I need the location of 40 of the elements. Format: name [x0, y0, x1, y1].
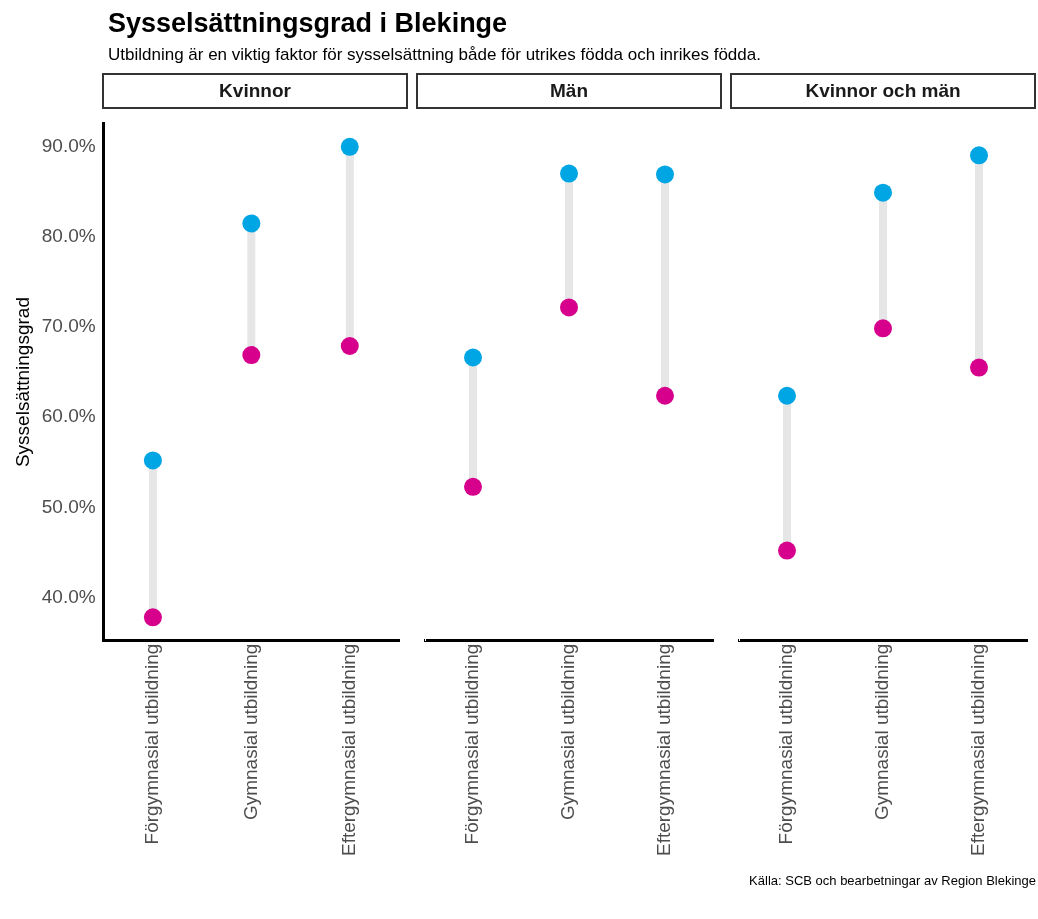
y-tick-label: 70.0% [41, 315, 96, 337]
x-tick-label: Gymnasial utbildning [557, 643, 579, 821]
text: Källa: SCB och bearbetningar av Region Blekinge [749, 873, 1036, 888]
point [656, 386, 674, 405]
point [874, 319, 892, 338]
y-tick-label: 40.0% [41, 585, 96, 607]
x-tick-label: Gymnasial utbildning [871, 643, 893, 821]
point [874, 183, 892, 202]
x-tick-label: Förgymnasial utbildning [775, 643, 797, 845]
point [560, 164, 578, 183]
point [778, 541, 796, 560]
point [970, 146, 988, 165]
point [970, 358, 988, 377]
y-tick-label: 90.0% [41, 135, 96, 157]
y-tick-label: 80.0% [41, 225, 96, 247]
point [656, 165, 674, 184]
point [560, 298, 578, 317]
chart-title: Män [416, 73, 722, 109]
point [778, 386, 796, 405]
x-tick-label: Eftergymnasial utbildning [653, 643, 675, 857]
point [242, 346, 261, 365]
x-tick-label: Gymnasial utbildning [239, 643, 261, 821]
x-tick-label: Eftergymnasial utbildning [338, 643, 360, 857]
x-tick-label: Eftergymnasial utbildning [967, 643, 989, 857]
x-tick-label: Förgymnasial utbildning [461, 643, 483, 845]
point [340, 337, 359, 356]
y-tick-label: 50.0% [41, 495, 96, 517]
point [464, 348, 482, 367]
y-tick-label: 60.0% [41, 405, 96, 427]
point [242, 214, 261, 233]
chart-title: Kvinnor [102, 73, 408, 109]
point [464, 477, 482, 496]
point [143, 451, 162, 470]
x-tick-label: Förgymnasial utbildning [141, 643, 163, 845]
y-axis-title: Sysselsättningsgrad [11, 297, 33, 468]
text: Utbildning är en viktig faktor för sysselsättning både för utrikes födda och inrikes födda. [108, 45, 762, 65]
text: Sysselsättningsgrad i Blekinge [108, 8, 509, 39]
point [340, 137, 359, 156]
point [143, 608, 162, 627]
chart-title: Kvinnor och män [730, 73, 1036, 109]
